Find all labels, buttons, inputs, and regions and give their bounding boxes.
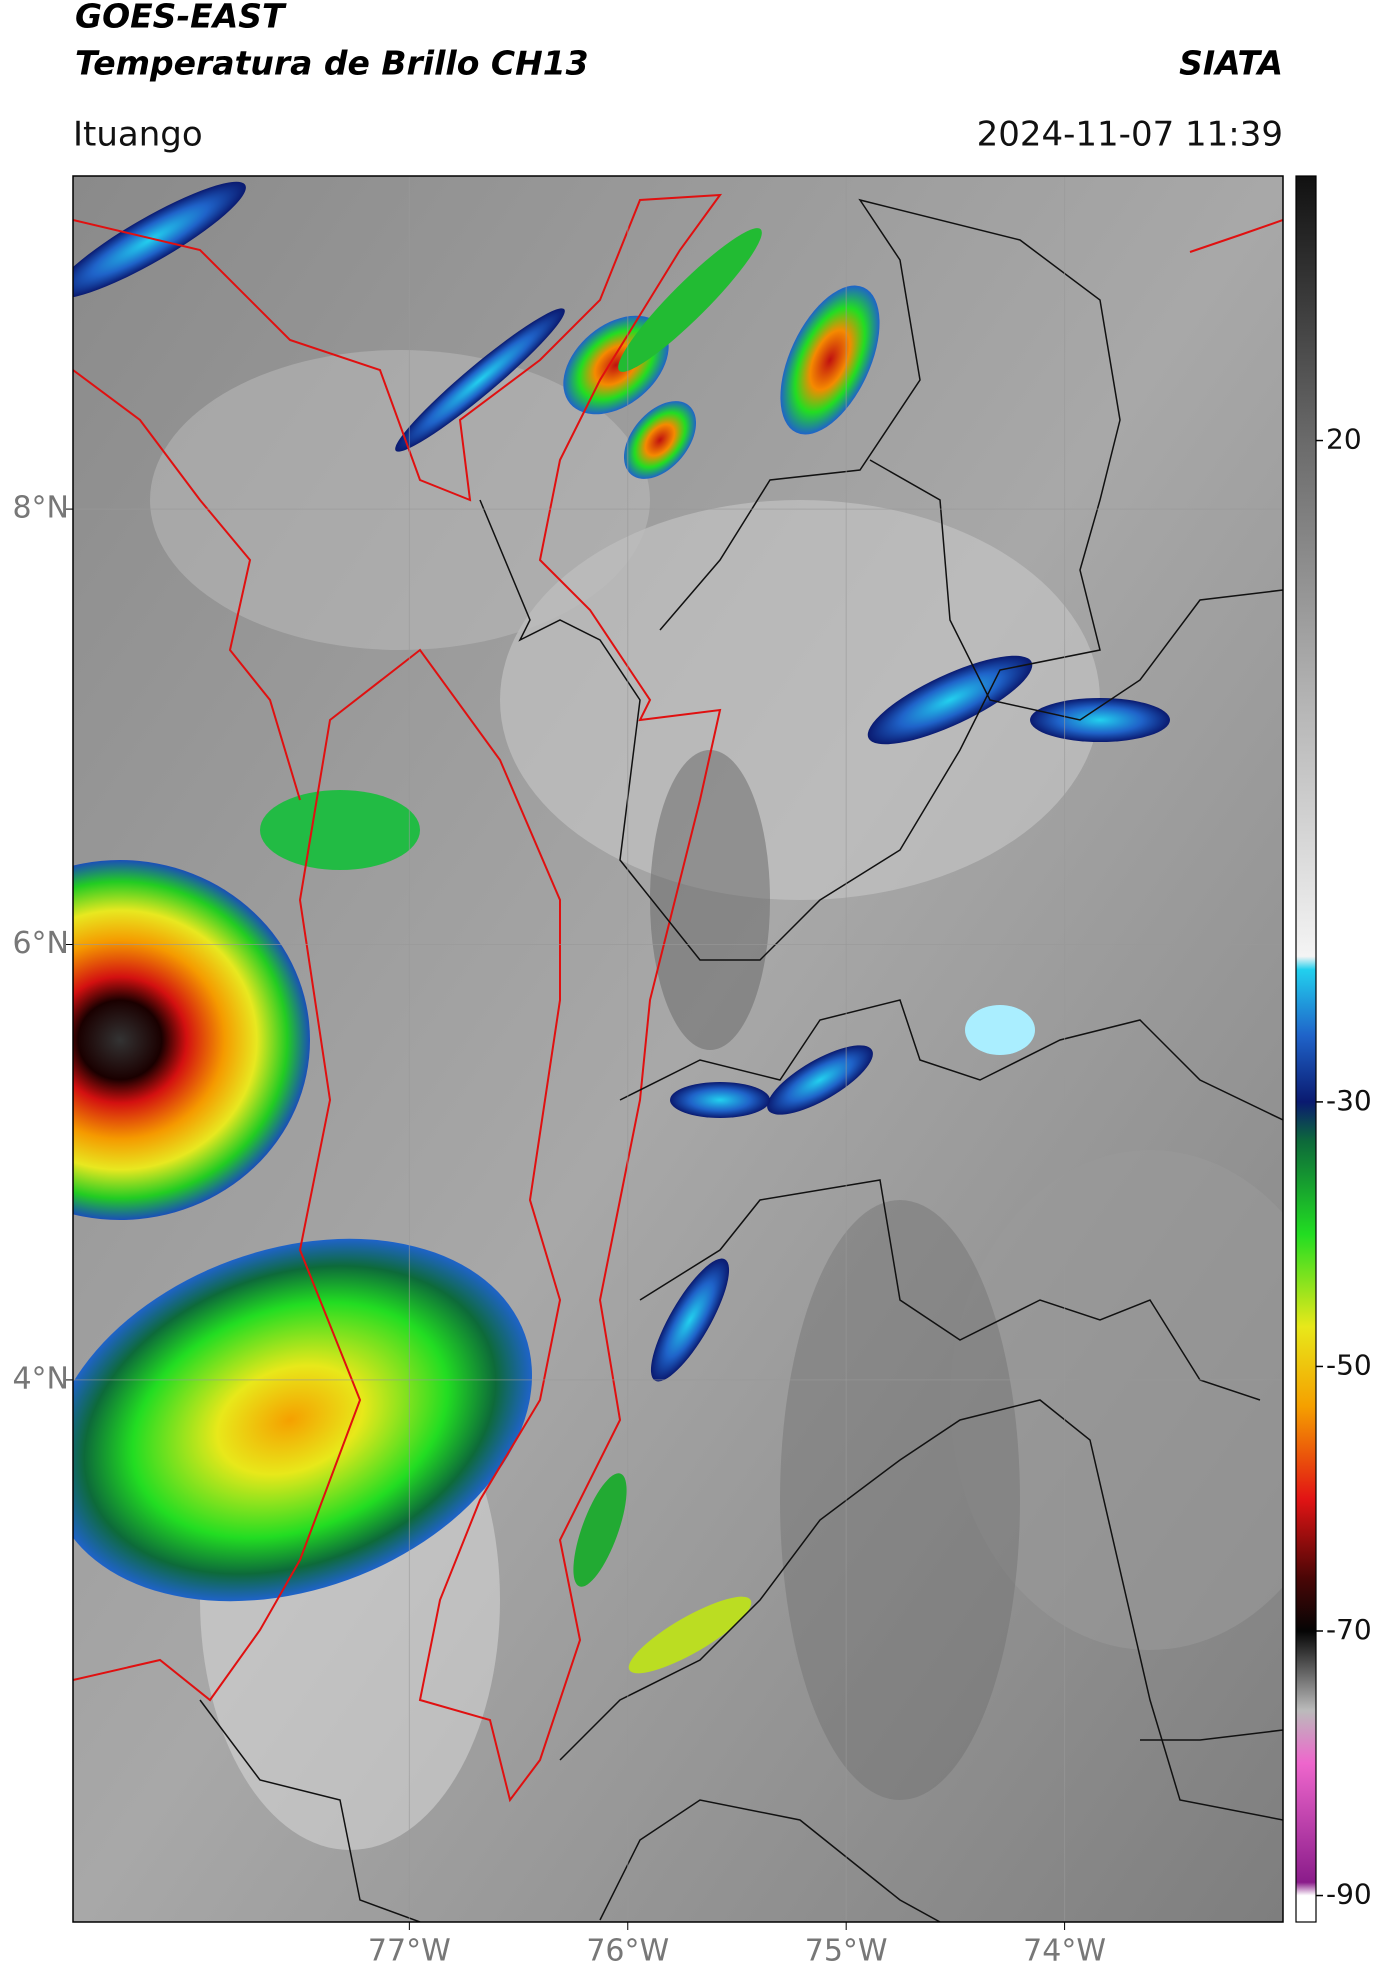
- colorbar-label: 20: [1326, 423, 1362, 456]
- map: [73, 176, 1283, 1922]
- lon-label: 75°W: [805, 1934, 888, 1969]
- region: Ituango: [73, 115, 203, 155]
- map-frame: [72, 175, 1284, 1923]
- lat-label: 6°N: [12, 926, 69, 961]
- lon-label: 76°W: [586, 1934, 669, 1969]
- title: GOES-EAST: [75, 0, 287, 36]
- colorbar-label: -50: [1326, 1348, 1372, 1381]
- datetime: 2024-11-07 11:39: [977, 115, 1283, 155]
- colorbar: [1295, 175, 1317, 1923]
- source: SIATA: [1179, 44, 1283, 83]
- lat-label: 8°N: [12, 491, 69, 526]
- colorbar-label: -90: [1326, 1878, 1372, 1911]
- subtitle: Temperatura de Brillo CH13: [75, 44, 589, 83]
- lon-label: 77°W: [368, 1934, 451, 1969]
- colorbar-label: -70: [1326, 1613, 1372, 1646]
- lat-label: 4°N: [12, 1361, 69, 1396]
- lon-label: 74°W: [1023, 1934, 1106, 1969]
- colorbar-label: -30: [1326, 1084, 1372, 1117]
